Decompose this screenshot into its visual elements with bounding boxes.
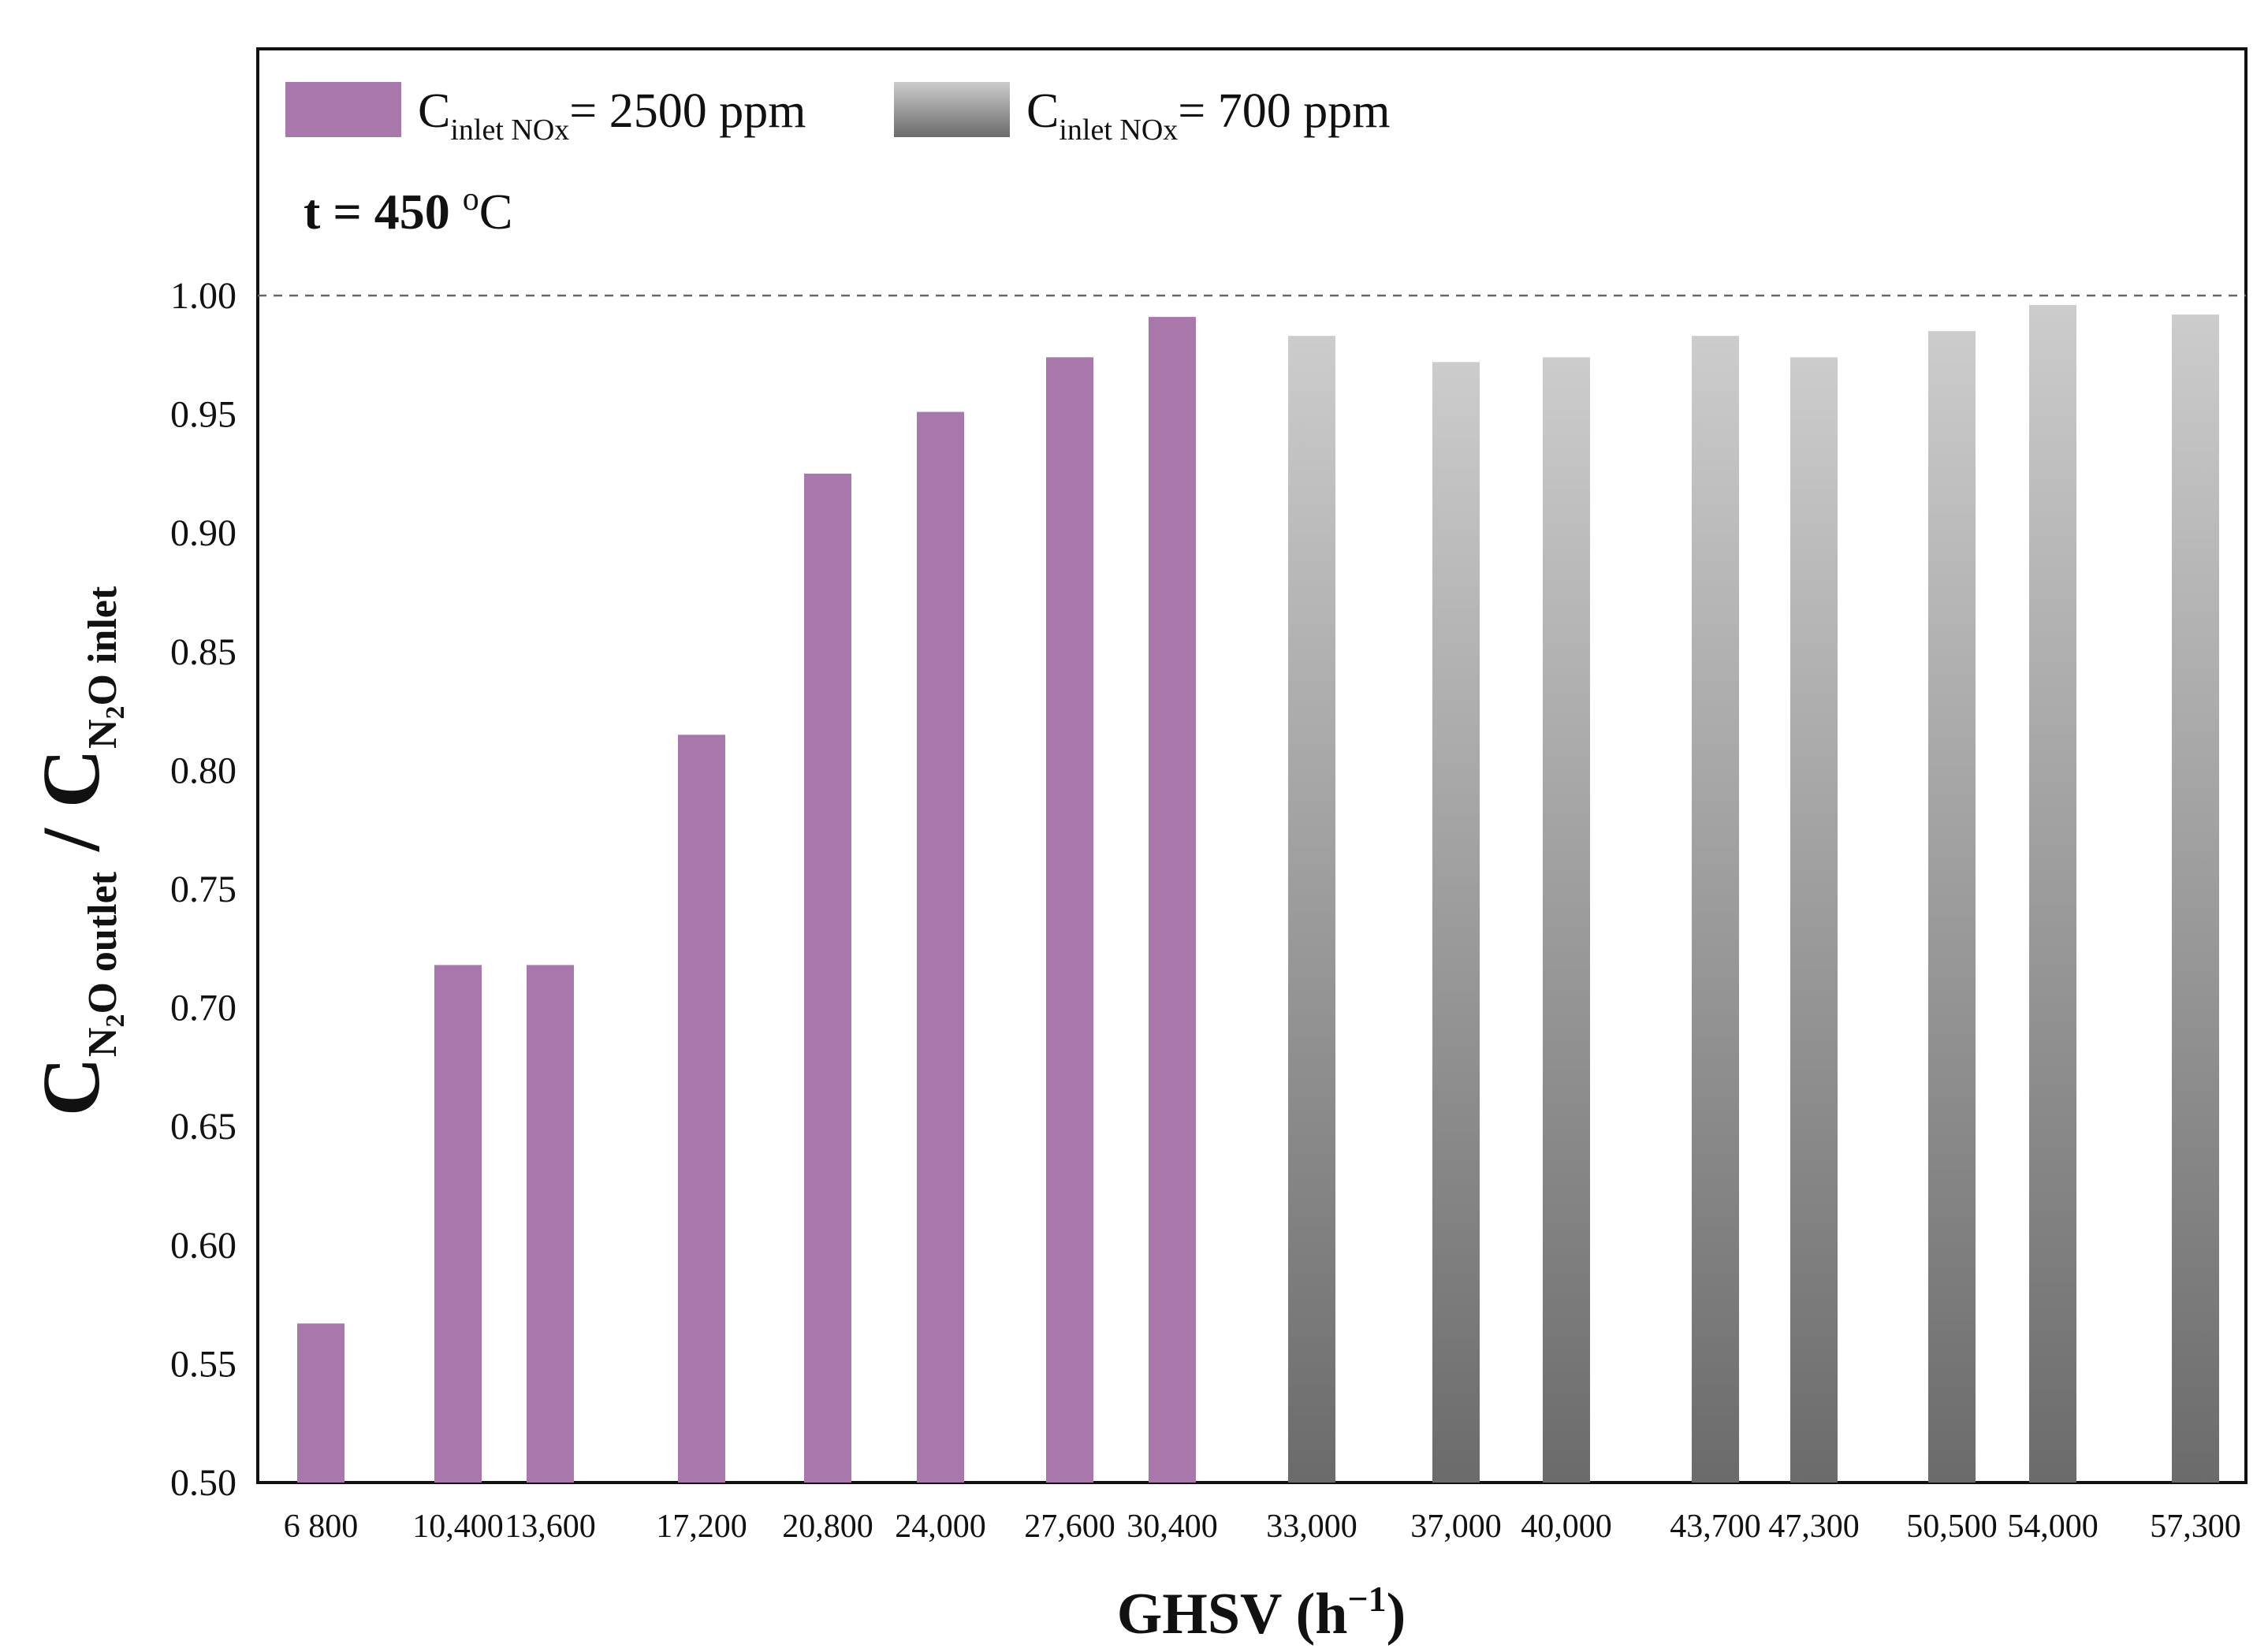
bar-700ppm: [1928, 331, 1976, 1483]
x-tick-label: 50,500: [1906, 1509, 1998, 1545]
x-axis-ticks: 6 800 10,400 13,600 17,200 20,800 24,000 27,60…: [284, 1509, 2241, 1545]
bar-2500ppm: [434, 965, 482, 1483]
x-tick-label: 37,000: [1410, 1509, 1502, 1545]
x-tick-label: 20,800: [782, 1509, 873, 1545]
x-tick-label: 33,000: [1266, 1509, 1357, 1545]
x-axis-title: GHSV (h−1): [1117, 1579, 1406, 1646]
bar-700ppm: [1692, 336, 1739, 1483]
bars-group: [297, 305, 2219, 1483]
bar-700ppm: [1288, 336, 1335, 1483]
x-tick-label: 6 800: [284, 1509, 359, 1545]
bar-2500ppm: [527, 965, 574, 1483]
y-tick-label: 0.70: [170, 988, 236, 1029]
x-tick-label: 13,600: [505, 1509, 596, 1545]
y-axis-title: CN2O outlet / CN2O inlet: [26, 586, 130, 1116]
bar-700ppm: [2029, 305, 2076, 1483]
bar-700ppm: [1432, 362, 1480, 1483]
y-tick-label: 1.00: [170, 275, 236, 317]
x-tick-label: 24,000: [895, 1509, 986, 1545]
y-tick-label: 0.50: [170, 1462, 236, 1504]
x-tick-label: 43,700: [1670, 1509, 1761, 1545]
y-tick-label: 0.55: [170, 1343, 236, 1385]
bar-2500ppm: [678, 735, 725, 1483]
y-tick-label: 0.65: [170, 1106, 236, 1148]
bar-700ppm: [1790, 357, 1838, 1483]
legend-label-700ppm: Cinlet NOx= 700 ppm: [1026, 84, 1391, 147]
legend-swatch-2500ppm: [285, 82, 401, 137]
bar-2500ppm: [1046, 357, 1093, 1483]
y-axis-ticks: 0.50 0.55 0.60 0.65 0.70 0.75 0.80 0.85 0.90 0.95…: [170, 275, 236, 1504]
y-tick-label: 0.75: [170, 869, 236, 910]
x-tick-label: 57,300: [2150, 1509, 2241, 1545]
y-tick-label: 0.60: [170, 1225, 236, 1267]
plot-frame: [256, 47, 2248, 1484]
y-tick-label: 0.95: [170, 394, 236, 436]
legend-label-2500ppm: Cinlet NOx= 2500 ppm: [418, 84, 806, 147]
x-tick-label: 30,400: [1127, 1509, 1218, 1545]
x-tick-label: 27,600: [1024, 1509, 1115, 1545]
temperature-annotation: t = 450 oC: [304, 181, 512, 240]
x-tick-label: 40,000: [1521, 1509, 1612, 1545]
bar-2500ppm: [1149, 317, 1196, 1483]
bar-700ppm: [1543, 357, 1590, 1483]
x-tick-label: 47,300: [1768, 1509, 1860, 1545]
y-tick-label: 0.80: [170, 750, 236, 791]
bar-2500ppm: [804, 473, 851, 1483]
bar-700ppm: [2172, 314, 2219, 1483]
legend: Cinlet NOx= 2500 ppm Cinlet NOx= 700 ppm: [285, 82, 1391, 147]
bar-2500ppm: [917, 411, 964, 1483]
y-tick-label: 0.90: [170, 512, 236, 554]
x-tick-label: 17,200: [656, 1509, 747, 1545]
x-tick-label: 54,000: [2007, 1509, 2099, 1545]
x-tick-label: 10,400: [412, 1509, 504, 1545]
bar-2500ppm: [297, 1323, 344, 1483]
legend-swatch-700ppm: [894, 82, 1010, 137]
y-tick-label: 0.85: [170, 631, 236, 673]
